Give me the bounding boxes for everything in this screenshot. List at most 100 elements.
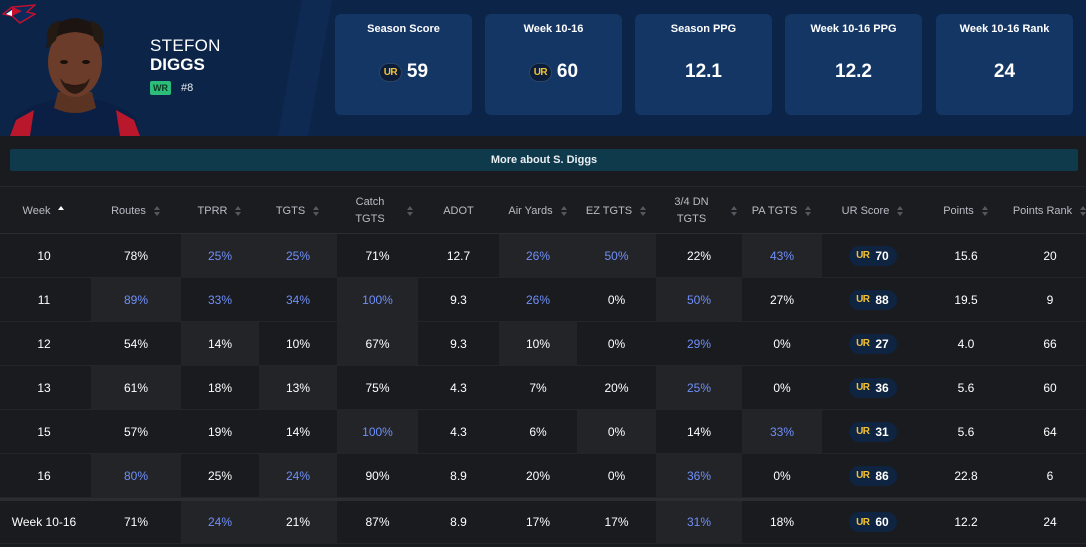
cell-points-rank: 64 <box>1043 424 1057 439</box>
sort-ascending-icon[interactable] <box>58 206 65 216</box>
ur-logo-icon: UR <box>378 62 402 82</box>
sort-icon[interactable] <box>640 206 647 216</box>
cell-routes: 61% <box>91 366 181 409</box>
more-about-player-button[interactable]: More about S. Diggs <box>10 149 1078 171</box>
cell-ez-tgts: 0% <box>577 410 656 453</box>
weekly-stats-table: Week Routes TPRR TGTS Catch TGTS ADOT Air Yard… <box>0 186 1086 544</box>
cell-catch-tgts: 100% <box>337 410 418 453</box>
ur-score-value: 88 <box>875 292 889 307</box>
cell-3-4-dn-tgts: 14% <box>686 424 712 439</box>
stat-card-label: Week 10-16 Rank <box>959 23 1050 35</box>
cell-catch-tgts: 71% <box>365 248 390 263</box>
column-header-air-yards[interactable]: Air Yards <box>499 187 577 235</box>
cell-ur-score: UR 31 <box>822 410 924 453</box>
column-header-points[interactable]: Points <box>924 187 1008 235</box>
column-header-label: UR Score <box>841 204 890 217</box>
ur-score-badge: UR 70 <box>849 245 897 266</box>
player-first-name: STEFON <box>150 36 221 55</box>
sort-icon[interactable] <box>1080 206 1086 216</box>
cell-adot: 9.3 <box>450 336 467 351</box>
cell-tgts: 25% <box>259 234 337 277</box>
table-header: Week Routes TPRR TGTS Catch TGTS ADOT Air Yard… <box>0 186 1086 234</box>
column-header-pa-tgts[interactable]: PA TGTS <box>742 187 822 235</box>
ur-logo-icon: UR <box>856 516 870 528</box>
ur-score-badge: UR 88 <box>849 289 897 310</box>
cell-air-yards: 26% <box>525 292 551 307</box>
cell-points: 15.6 <box>954 248 978 263</box>
sort-icon[interactable] <box>897 206 904 216</box>
sort-icon[interactable] <box>730 206 738 216</box>
ur-logo-icon: UR <box>856 470 870 481</box>
column-header-catch-tgts[interactable]: Catch TGTS <box>337 187 418 235</box>
cell-points: 12.2 <box>954 515 978 529</box>
cell-air-yards: 20% <box>525 468 551 483</box>
cell-catch-tgts: 90% <box>365 468 390 483</box>
cell-routes: 80% <box>91 454 181 497</box>
sort-icon[interactable] <box>235 206 242 216</box>
stat-card-label: Season PPG <box>670 23 737 35</box>
cell-adot: 4.3 <box>450 424 467 439</box>
ur-score-badge: UR 60 <box>849 512 897 532</box>
column-header-label: EZ TGTS <box>585 204 633 217</box>
cell-points: 5.6 <box>957 380 975 395</box>
column-header-ez-tgts[interactable]: EZ TGTS <box>577 187 656 235</box>
cell-3-4-dn-tgts: 50% <box>656 278 742 321</box>
cell-3-4-dn-tgts: 31% <box>656 501 742 543</box>
column-header-3-4-dn-tgts[interactable]: 3/4 DN TGTS <box>656 187 742 235</box>
cell-week: 10 <box>37 248 51 263</box>
ur-score-value: 31 <box>875 424 889 439</box>
sort-icon[interactable] <box>560 206 568 216</box>
column-header-label: Points <box>943 204 974 217</box>
ur-score-value: 36 <box>875 380 889 395</box>
stat-card-week-ppg: Week 10-16 PPG 12.2 <box>785 14 922 115</box>
cell-tprr: 24% <box>181 501 259 543</box>
column-header-label: ADOT <box>443 204 474 217</box>
column-header-week[interactable]: Week <box>0 187 88 235</box>
sort-icon[interactable] <box>313 206 320 216</box>
column-header-routes[interactable]: Routes <box>91 187 181 235</box>
player-header: STEFON DIGGS WR #8 Season Score UR 59 Wee… <box>0 0 1086 136</box>
ur-score-value: 86 <box>875 468 889 483</box>
cell-ur-score: UR 88 <box>822 278 924 321</box>
cell-routes: 54% <box>123 336 149 351</box>
column-header-tgts[interactable]: TGTS <box>259 187 337 235</box>
column-header-adot[interactable]: ADOT <box>418 187 499 235</box>
sort-icon[interactable] <box>406 206 414 216</box>
stat-card-label: Week 10-16 PPG <box>810 23 897 35</box>
cell-tgts: 13% <box>259 366 337 409</box>
cell-points-rank: 6 <box>1046 468 1054 483</box>
player-last-name: DIGGS <box>150 55 205 74</box>
stat-card-label: Week 10-16 <box>523 23 584 35</box>
sort-icon[interactable] <box>153 206 161 216</box>
cell-tprr: 14% <box>181 322 259 365</box>
cell-pa-tgts: 0% <box>773 336 791 351</box>
ur-score-value: 70 <box>875 248 889 263</box>
column-header-label: Air Yards <box>508 204 553 217</box>
sort-icon[interactable] <box>981 206 989 216</box>
cell-adot: 12.7 <box>446 248 471 263</box>
cell-tgts: 24% <box>259 454 337 497</box>
table-row: 15 57% 19% 14% 100% 4.3 6% 0% 14% 33% UR 31 5.6 64 <box>0 410 1086 454</box>
stat-card-value: 24 <box>993 61 1016 82</box>
cell-ez-tgts: 0% <box>607 468 626 483</box>
table-row: 13 61% 18% 13% 75% 4.3 7% 20% 25% 0% UR 36 5.6 60 <box>0 366 1086 410</box>
cell-points: 19.5 <box>954 292 978 307</box>
column-header-ur-score[interactable]: UR Score <box>822 187 924 235</box>
stat-card-week-score: Week 10-16 UR 60 <box>485 14 622 115</box>
cell-routes: 78% <box>123 248 149 263</box>
sort-icon[interactable] <box>805 206 812 216</box>
cell-air-yards: 6% <box>529 424 547 439</box>
stat-card-week-rank: Week 10-16 Rank 24 <box>936 14 1073 115</box>
column-header-label: TPRR <box>197 204 228 217</box>
cell-air-yards: 10% <box>499 322 577 365</box>
cell-tgts: 14% <box>285 424 311 439</box>
column-header-tprr[interactable]: TPRR <box>181 187 259 235</box>
ur-score-badge: UR 31 <box>849 421 897 442</box>
column-header-points-rank[interactable]: Points Rank <box>1008 187 1086 235</box>
cell-3-4-dn-tgts: 22% <box>686 248 712 263</box>
cell-adot: 9.3 <box>450 292 467 307</box>
table-total-row: Week 10-16 71% 24% 21% 87% 8.9 17% 17% 31% 18% UR 6… <box>0 498 1086 544</box>
cell-adot: 4.3 <box>450 380 467 395</box>
cell-points-rank: 9 <box>1046 292 1054 307</box>
position-badge: WR <box>150 81 171 95</box>
